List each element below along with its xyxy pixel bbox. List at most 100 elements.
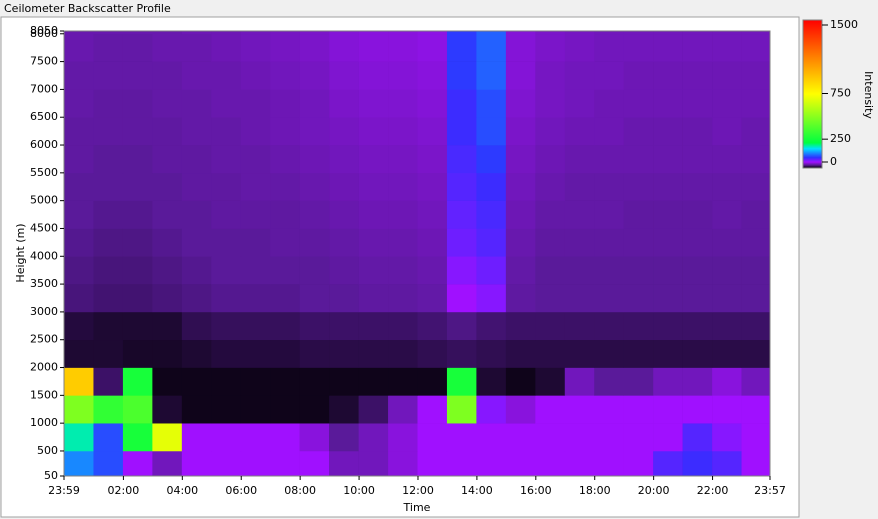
heatmap-cell <box>93 311 124 341</box>
heatmap-cell <box>682 172 713 201</box>
heatmap-cell <box>240 33 271 62</box>
heatmap-cell <box>240 200 271 229</box>
heatmap-cell <box>329 395 359 424</box>
heatmap-cell <box>181 284 212 313</box>
heatmap-cell <box>505 339 536 368</box>
heatmap-cell <box>535 339 566 368</box>
heatmap-cell <box>682 395 713 424</box>
heatmap-cell <box>682 200 713 229</box>
heatmap-cell <box>417 339 448 368</box>
heatmap-cell <box>623 284 654 313</box>
heatmap-cell <box>329 200 359 229</box>
heatmap-cell <box>122 172 153 201</box>
heatmap-cell <box>505 395 536 424</box>
heatmap-cell <box>329 284 359 313</box>
heatmap-cell <box>299 256 330 285</box>
heatmap-cell <box>152 31 183 35</box>
heatmap-cell <box>505 89 536 118</box>
y-tick-label: 2500 <box>30 333 58 346</box>
heatmap-cell <box>505 61 536 90</box>
heatmap-cell <box>152 61 183 90</box>
y-tick-label: 4000 <box>30 249 58 262</box>
heatmap-cell <box>741 228 771 257</box>
heatmap-cell <box>329 256 359 285</box>
heatmap-cell <box>594 367 624 396</box>
x-tick-label: 23:57 <box>754 484 786 497</box>
heatmap-cell <box>270 450 300 477</box>
heatmap-cell <box>299 117 330 146</box>
heatmap-cell <box>299 31 330 35</box>
y-tick-label: 5000 <box>30 194 58 207</box>
heatmap-cell <box>535 172 566 201</box>
colorbar <box>802 19 823 169</box>
heatmap-cell <box>653 450 683 477</box>
heatmap-cell <box>505 145 536 174</box>
heatmap-cell <box>64 228 94 257</box>
heatmap-cell <box>64 284 94 313</box>
heatmap-cell <box>712 423 742 452</box>
heatmap-cell <box>505 228 536 257</box>
heatmap-cell <box>240 228 271 257</box>
heatmap-cell <box>270 33 300 62</box>
heatmap-cell <box>505 33 536 62</box>
heatmap-cell <box>564 31 595 35</box>
heatmap-cell <box>446 311 477 341</box>
heatmap-cell <box>741 450 771 477</box>
heatmap-cell <box>623 89 654 118</box>
heatmap-cell <box>358 33 389 62</box>
heatmap-cell <box>594 33 624 62</box>
heatmap-cell <box>446 145 477 174</box>
heatmap-cell <box>93 228 124 257</box>
heatmap-cell <box>93 33 124 62</box>
y-tick-label: 8000 <box>30 27 58 40</box>
heatmap-cell <box>388 228 418 257</box>
heatmap-cell <box>181 145 212 174</box>
heatmap-cell <box>476 31 507 35</box>
heatmap-cell <box>653 228 683 257</box>
heatmap-cell <box>122 61 153 90</box>
heatmap-cell <box>152 450 183 477</box>
heatmap-cell <box>299 200 330 229</box>
heatmap-cell <box>594 200 624 229</box>
heatmap-cell <box>388 33 418 62</box>
heatmap-cell <box>535 61 566 90</box>
heatmap-cell <box>417 256 448 285</box>
heatmap-cell <box>358 145 389 174</box>
heatmap-cell <box>211 172 242 201</box>
heatmap-cell <box>122 33 153 62</box>
heatmap-cell <box>388 395 418 424</box>
heatmap-cell <box>270 200 300 229</box>
heatmap-cell <box>152 395 183 424</box>
heatmap-cell <box>240 117 271 146</box>
heatmap-cell <box>712 31 742 35</box>
heatmap-cell <box>535 31 566 35</box>
heatmap-cell <box>417 61 448 90</box>
heatmap-cell <box>152 172 183 201</box>
heatmap-cell <box>653 339 683 368</box>
heatmap-cell <box>270 145 300 174</box>
heatmap-cell <box>476 284 507 313</box>
heatmap-cell <box>270 31 300 35</box>
heatmap-cell <box>211 31 242 35</box>
heatmap-cell <box>152 89 183 118</box>
heatmap-cell <box>564 256 595 285</box>
heatmap-cell <box>211 339 242 368</box>
heatmap-cell <box>712 200 742 229</box>
heatmap-cell <box>211 117 242 146</box>
heatmap-cell <box>122 228 153 257</box>
heatmap-cell <box>446 228 477 257</box>
heatmap-cell <box>270 61 300 90</box>
heatmap-cell <box>299 423 330 452</box>
heatmap-cell <box>594 31 624 35</box>
y-tick-label: 1000 <box>30 416 58 429</box>
heatmap-cell <box>64 31 94 35</box>
x-tick-label: 22:00 <box>697 484 729 497</box>
heatmap-cell <box>152 256 183 285</box>
heatmap-cell <box>741 284 771 313</box>
heatmap-cell <box>270 117 300 146</box>
heatmap-cell <box>417 311 448 341</box>
heatmap-cell <box>535 33 566 62</box>
heatmap-cell <box>741 339 771 368</box>
heatmap-cell <box>564 61 595 90</box>
heatmap-cell <box>623 200 654 229</box>
